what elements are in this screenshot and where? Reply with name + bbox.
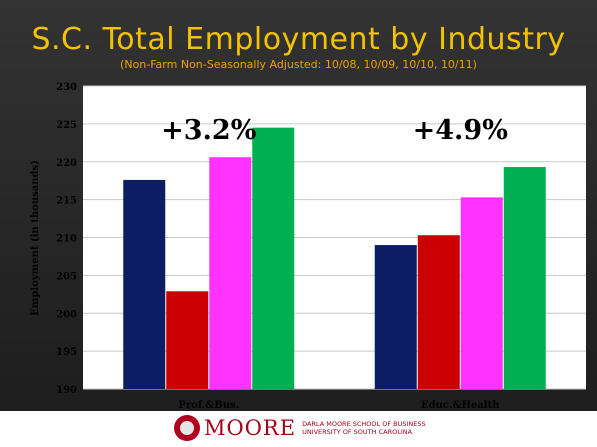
y-tick-label: 220 (56, 158, 77, 169)
bar (252, 127, 295, 389)
y-tick-label: 225 (56, 120, 77, 131)
school-name-line2: UNIVERSITY OF SOUTH CAROLINA (302, 428, 413, 436)
moore-school-logo: MOORE DARLA MOORE SCHOOL OF BUSINESS UNI… (174, 414, 426, 442)
y-tick-label: 205 (56, 271, 77, 282)
y-tick-label: 215 (56, 196, 77, 207)
logo-wordmark: MOORE (204, 416, 297, 440)
bar (166, 291, 209, 389)
bar (460, 197, 503, 389)
y-tick-label: 200 (56, 309, 77, 320)
school-name: DARLA MOORE SCHOOL OF BUSINESS UNIVERSIT… (302, 420, 426, 436)
x-category-label: Prof.&Bus. (178, 400, 239, 411)
bar (209, 157, 252, 389)
bar (123, 179, 166, 389)
y-axis-label: Employment (in thousands) (30, 160, 41, 316)
bar (417, 235, 460, 389)
y-tick-label: 195 (56, 347, 77, 358)
change-annotation: +4.9% (413, 115, 508, 146)
y-tick-label: 210 (56, 234, 77, 245)
chart-subtitle: (Non-Farm Non-Seasonally Adjusted: 10/08… (120, 58, 477, 71)
y-tick-label: 190 (56, 385, 77, 396)
seal-icon (174, 415, 200, 441)
bar (503, 167, 546, 389)
chart-title: S.C. Total Employment by Industry (31, 22, 566, 57)
footer-bar (0, 411, 597, 447)
bar (374, 245, 417, 389)
y-tick-label: 230 (56, 82, 77, 93)
change-annotation: +3.2% (161, 115, 256, 146)
school-name-line1: DARLA MOORE SCHOOL OF BUSINESS (302, 420, 426, 428)
x-category-label: Educ.&Health (421, 400, 500, 411)
